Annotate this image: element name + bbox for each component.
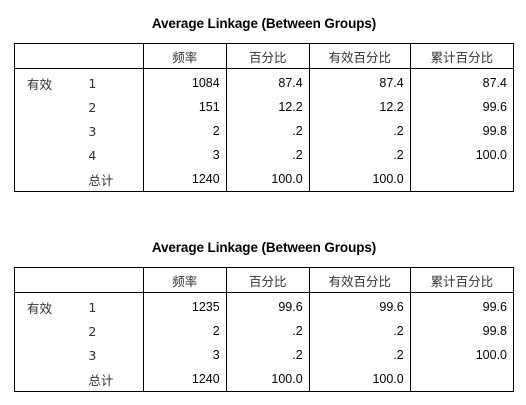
table-row: 3 2 .2 .2 99.8 xyxy=(15,119,514,143)
table-row: 2 2 .2 .2 99.8 xyxy=(15,319,514,343)
table-title: Average Linkage (Between Groups) xyxy=(151,240,377,255)
header-valid-percent: 有效百分比 xyxy=(308,43,411,69)
header-valid-percent: 有效百分比 xyxy=(308,267,411,293)
cell-valid-percent: .2 xyxy=(308,343,411,367)
table-row: 有效 1 1084 87.4 87.4 87.4 xyxy=(15,68,514,95)
cell-cumulative-percent: 100.0 xyxy=(409,343,514,367)
frequency-table-1: Average Linkage (Between Groups) 频率 百分比 … xyxy=(14,14,514,192)
table-row: 有效 1 1235 99.6 99.6 99.6 xyxy=(15,292,514,319)
row-label: 3 xyxy=(88,347,97,363)
cell-valid-percent: 100.0 xyxy=(308,367,411,392)
cell-frequency: 151 xyxy=(142,95,227,119)
table-row: 4 3 .2 .2 100.0 xyxy=(15,143,514,167)
cell-frequency: 2 xyxy=(142,319,227,343)
header-blank xyxy=(14,267,144,293)
frequency-table: 频率 百分比 有效百分比 累计百分比 有效 1 1235 99.6 99.6 9… xyxy=(14,267,514,392)
cell-valid-percent: .2 xyxy=(308,119,411,143)
cell-frequency: 3 xyxy=(142,143,227,167)
row-label: 总计 xyxy=(88,172,114,188)
group-label-blank xyxy=(15,343,79,367)
header-percent: 百分比 xyxy=(225,267,310,293)
cell-cumulative-percent: 100.0 xyxy=(409,143,514,167)
cell-percent: 100.0 xyxy=(225,367,310,392)
cell-cumulative-percent: 99.8 xyxy=(409,319,514,343)
cell-cumulative-percent: 99.8 xyxy=(409,119,514,143)
header-percent: 百分比 xyxy=(225,43,310,69)
cell-percent: 99.6 xyxy=(225,292,310,319)
group-label-blank xyxy=(15,167,79,192)
cell-valid-percent: 87.4 xyxy=(308,68,411,95)
row-label: 1 xyxy=(88,299,97,315)
cell-percent: .2 xyxy=(225,143,310,167)
cell-percent: .2 xyxy=(225,343,310,367)
cell-valid-percent: 99.6 xyxy=(308,292,411,319)
cell-cumulative-percent: 99.6 xyxy=(409,95,514,119)
cell-percent: .2 xyxy=(225,319,310,343)
cell-percent: .2 xyxy=(225,119,310,143)
row-label: 4 xyxy=(88,147,97,163)
table-row: 3 3 .2 .2 100.0 xyxy=(15,343,514,367)
table-row-total: 总计 1240 100.0 100.0 xyxy=(15,167,514,192)
row-label: 1 xyxy=(88,75,97,91)
group-label: 有效 xyxy=(27,76,53,92)
row-label: 2 xyxy=(88,323,97,339)
cell-valid-percent: .2 xyxy=(308,319,411,343)
header-blank xyxy=(14,43,144,69)
row-label: 2 xyxy=(88,99,97,115)
group-label-blank xyxy=(15,367,79,392)
cell-valid-percent: 12.2 xyxy=(308,95,411,119)
cell-valid-percent: .2 xyxy=(308,143,411,167)
cell-frequency: 1235 xyxy=(142,292,227,319)
header-cumulative-percent: 累计百分比 xyxy=(409,43,514,69)
frequency-table-2: Average Linkage (Between Groups) 频率 百分比 … xyxy=(14,238,514,392)
group-label-blank xyxy=(15,95,79,119)
header-frequency: 频率 xyxy=(142,43,227,69)
cell-frequency: 1240 xyxy=(142,167,227,192)
cell-valid-percent: 100.0 xyxy=(308,167,411,192)
table-row-total: 总计 1240 100.0 100.0 xyxy=(15,367,514,392)
table-row: 2 151 12.2 12.2 99.6 xyxy=(15,95,514,119)
cell-frequency: 2 xyxy=(142,119,227,143)
frequency-table: 频率 百分比 有效百分比 累计百分比 有效 1 1084 87.4 87.4 8… xyxy=(14,43,514,192)
header-row: 频率 百分比 有效百分比 累计百分比 xyxy=(14,267,514,293)
cell-percent: 87.4 xyxy=(225,68,310,95)
header-row: 频率 百分比 有效百分比 累计百分比 xyxy=(14,43,514,69)
group-label-blank xyxy=(15,143,79,167)
cell-frequency: 3 xyxy=(142,343,227,367)
cell-frequency: 1240 xyxy=(142,367,227,392)
cell-cumulative-percent: 99.6 xyxy=(409,292,514,319)
table-title: Average Linkage (Between Groups) xyxy=(151,16,377,31)
group-label-blank xyxy=(15,119,79,143)
cell-cumulative-percent: 87.4 xyxy=(409,68,514,95)
row-label: 总计 xyxy=(88,372,114,388)
group-label-blank xyxy=(15,319,79,343)
cell-cumulative-percent xyxy=(409,167,514,192)
header-frequency: 频率 xyxy=(142,267,227,293)
group-label: 有效 xyxy=(27,300,53,316)
row-label: 3 xyxy=(88,123,97,139)
cell-frequency: 1084 xyxy=(142,68,227,95)
cell-cumulative-percent xyxy=(409,367,514,392)
header-cumulative-percent: 累计百分比 xyxy=(409,267,514,293)
cell-percent: 12.2 xyxy=(225,95,310,119)
cell-percent: 100.0 xyxy=(225,167,310,192)
